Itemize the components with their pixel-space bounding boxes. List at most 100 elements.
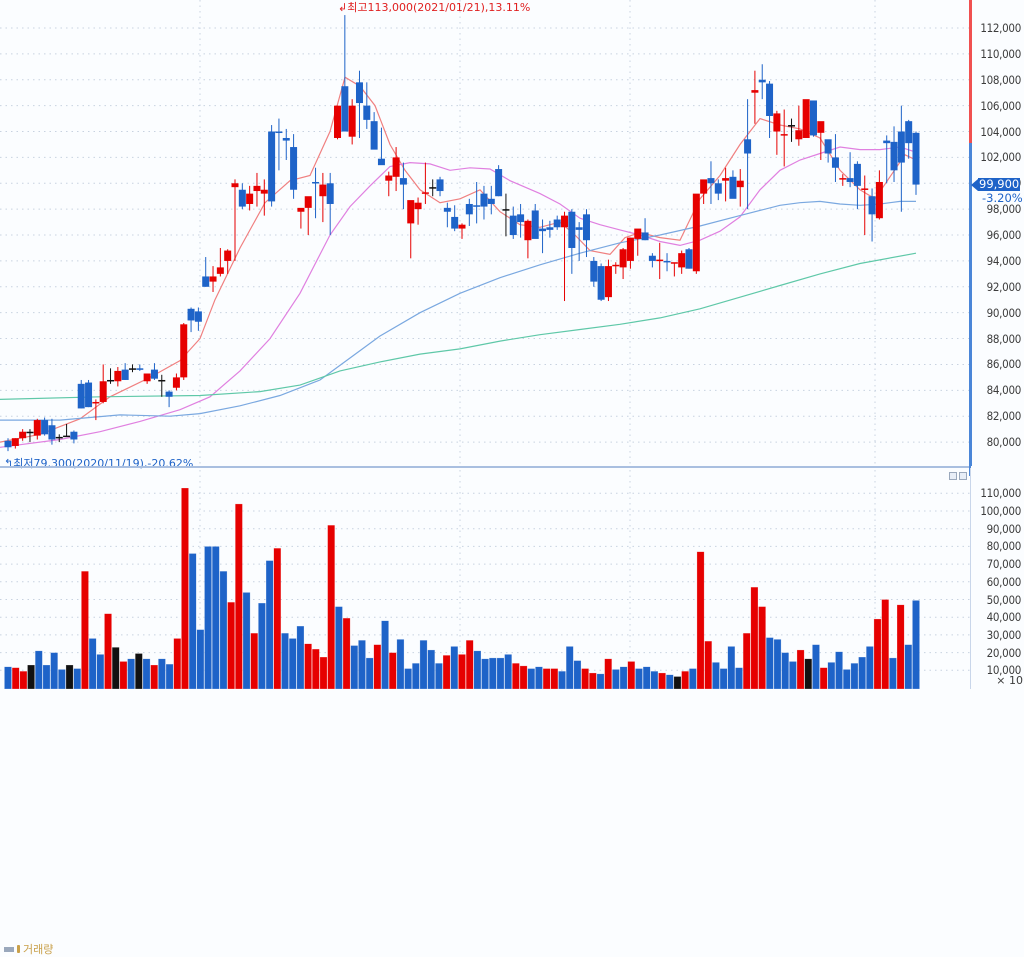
volume-axis[interactable]: × 10 110,000 100,000 90,000 80,000 70,000 60,… [970,468,1024,689]
candle [19,429,27,441]
volume-bar [773,639,782,689]
volume-tick-label: 110,000 [980,486,1021,501]
volume-bar [758,606,766,689]
candle [414,197,422,225]
candle [77,379,85,409]
candle [224,249,232,274]
candle [451,205,459,232]
max-price-annotation: ↲최고113,000(2021/01/21),13.11% [338,1,531,14]
volume-bar [288,638,297,689]
candle [194,307,202,331]
volume-bar [527,668,536,689]
candle [143,373,151,384]
candle [238,183,246,210]
volume-bar [265,560,274,689]
price-tick-label: 110,000 [980,46,1021,61]
price-tick-label: 104,000 [980,124,1021,139]
candle [421,162,429,204]
candle [202,257,210,287]
volume-bar [865,646,874,689]
price-tick-label: 102,000 [980,150,1021,165]
volume-bar [719,668,728,689]
volume-bar [665,674,674,689]
volume-bar [42,664,51,689]
volume-bar [596,673,605,689]
candle [509,206,517,239]
candle [590,257,598,287]
price-tick-label: 108,000 [980,72,1021,87]
volume-bar [81,570,89,689]
volume-tick-label: 30,000 [986,627,1022,642]
volume-bar [458,654,466,689]
candle [846,152,854,188]
volume-bar [904,644,913,689]
price-axis[interactable]: 112,000 110,000 108,000 106,000 104,000 102,0… [970,0,1024,466]
candle [678,250,686,274]
volume-bar [34,650,43,689]
candle [399,162,407,210]
volume-bar [688,668,697,689]
candle [751,70,759,124]
volume-bar [158,658,166,689]
candle [392,147,400,192]
volume-bar [827,662,836,689]
candle [107,368,115,384]
volume-bar [896,604,905,689]
volume-bar-chart[interactable] [0,470,970,689]
candle [582,209,590,258]
candle [692,193,700,274]
minimize-pane-button[interactable] [949,472,957,480]
volume-bar [281,632,289,689]
volume-bar [542,668,551,689]
volume-bar [681,670,690,689]
volume-bar [227,601,236,689]
pane-divider[interactable] [0,466,970,468]
candle [312,167,320,219]
candle [736,169,744,207]
volume-bar [496,657,505,689]
candle [604,259,612,302]
pane-collapse-icon[interactable] [4,946,14,952]
volume-bar [635,668,643,689]
volume-bar [327,524,336,689]
volume-bar [650,670,659,689]
volume-bar [65,664,74,689]
candle [180,323,188,380]
volume-tick-label: 60,000 [986,574,1022,589]
candle [99,364,107,404]
volume-bar [673,676,682,689]
candle [700,179,708,204]
candle [41,417,49,436]
volume-bar [488,657,497,689]
candle [883,135,891,184]
candle [114,367,122,387]
candle [853,161,861,210]
volume-bar [19,670,28,689]
volume-bar [411,662,420,689]
volume-bar [196,629,205,689]
candle [341,15,349,132]
volume-bar [142,658,151,689]
candle [473,181,481,224]
candlestick-chart[interactable] [0,0,970,466]
volume-bar [889,657,897,689]
pane-controls [949,472,967,480]
current-price-badge: 99,900 [978,177,1021,191]
volume-pane-title[interactable]: 거래량 [4,941,53,957]
candle [407,200,415,259]
volume-chart-panel[interactable]: 거래량 [0,470,970,956]
candle [634,228,642,256]
volume-bar [365,657,374,689]
volume-bar [658,672,666,689]
candle [33,418,41,440]
volume-bar [612,669,620,689]
price-chart-panel[interactable]: ↲최고113,000(2021/01/21),13.11% ↰최저79,300(… [0,0,970,470]
volume-bar [27,664,35,689]
volume-bar [704,640,713,689]
volume-bar [712,662,720,689]
candle [48,418,56,445]
close-pane-button[interactable] [959,472,967,480]
candle [773,110,781,155]
candle [253,172,261,207]
volume-bar [388,652,397,689]
